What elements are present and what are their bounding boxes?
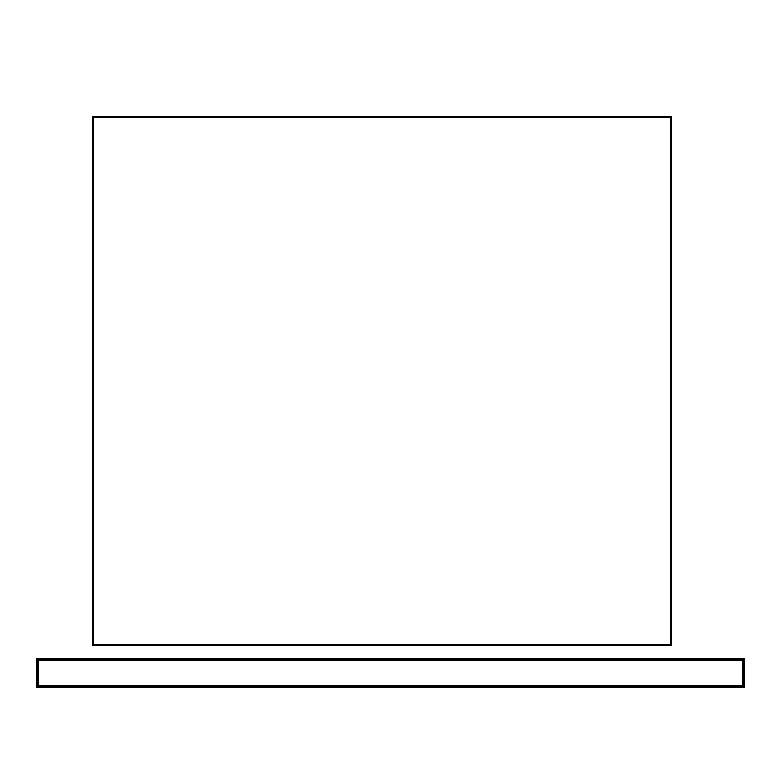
emission-sensitivity-field bbox=[94, 118, 670, 644]
map-plot-area bbox=[92, 116, 672, 646]
contour-label-overlay bbox=[94, 118, 670, 644]
header-block bbox=[0, 0, 768, 46]
colorbar-frame bbox=[36, 658, 745, 688]
sampling-time-line bbox=[0, 0, 768, 23]
colorbar-gradient bbox=[39, 661, 742, 685]
colorbar bbox=[36, 658, 745, 688]
colorbar-tick-labels bbox=[36, 688, 745, 712]
release-height-line bbox=[0, 23, 768, 46]
